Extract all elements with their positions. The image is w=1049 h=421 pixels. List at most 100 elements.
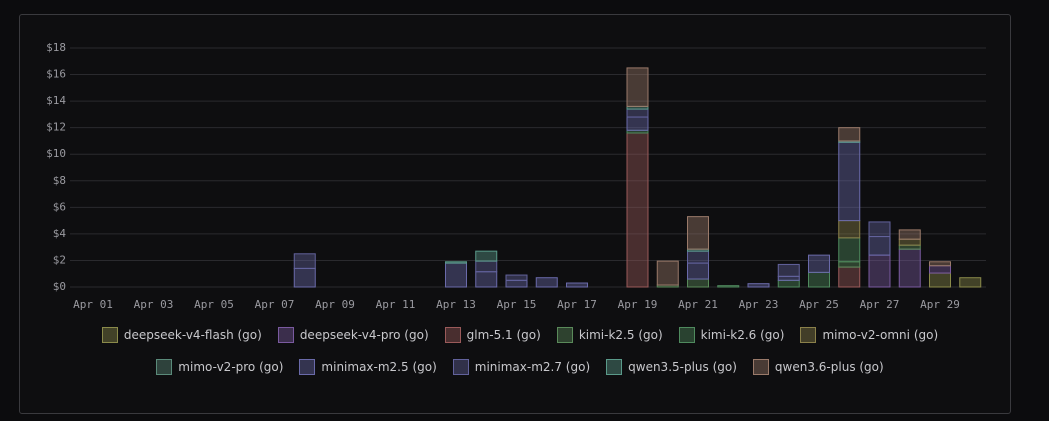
legend-swatch: [452, 359, 469, 375]
x-tick-label: Apr 09: [315, 298, 355, 311]
legend-item[interactable]: deepseek-v4-pro (go): [277, 326, 429, 344]
legend-label: mimo-v2-pro (go): [178, 360, 284, 374]
x-tick-label: Apr 17: [557, 298, 597, 311]
bar-segment: [898, 229, 921, 240]
bar-segment: [293, 253, 316, 269]
y-tick-label: $14: [46, 94, 66, 107]
y-tick-label: $6: [53, 200, 66, 213]
x-tick-label: Apr 07: [255, 298, 295, 311]
y-tick-label: $4: [53, 227, 67, 240]
x-tick-label: Apr 29: [920, 298, 960, 311]
legend-swatch: [101, 327, 118, 343]
legend-item[interactable]: deepseek-v4-flash (go): [101, 326, 262, 344]
legend-label: deepseek-v4-flash (go): [123, 328, 262, 342]
bar-segment: [687, 250, 709, 264]
legend-label: minimax-m2.5 (go): [321, 360, 437, 374]
legend-label: mimo-v2-omni (go): [822, 328, 939, 342]
bar-segment: [626, 116, 649, 131]
x-tick-label: Apr 23: [739, 298, 779, 311]
legend-swatch: [299, 359, 316, 375]
x-tick-label: Apr 13: [436, 298, 476, 311]
bar-segment: [838, 220, 861, 239]
bar-segment: [687, 262, 709, 280]
bar-segment: [475, 260, 498, 273]
x-tick-label: Apr 25: [799, 298, 839, 311]
bar-segment: [838, 237, 861, 263]
bar-segment: [898, 248, 921, 288]
legend-label: glm-5.1 (go): [466, 328, 541, 342]
bar-segment: [808, 254, 830, 273]
legend-item[interactable]: qwen3.5-plus (go): [606, 358, 737, 376]
bar-segment: [868, 236, 891, 256]
bar-segment: [838, 141, 861, 222]
legend-item[interactable]: glm-5.1 (go): [444, 326, 541, 344]
x-tick-label: Apr 01: [73, 298, 113, 311]
bar-segment: [687, 216, 709, 250]
bar-segment: [868, 221, 891, 238]
legend-item[interactable]: mimo-v2-omni (go): [800, 326, 938, 344]
bar-segment: [838, 261, 861, 268]
legend-swatch: [156, 359, 173, 375]
x-tick-label: Apr 27: [860, 298, 900, 311]
legend-label: minimax-m2.7 (go): [474, 360, 591, 374]
bar-segment: [626, 108, 649, 118]
bar-segment: [838, 266, 861, 288]
legend-item[interactable]: minimax-m2.5 (go): [299, 358, 437, 376]
bar-segment: [747, 283, 770, 288]
bar-segment: [929, 272, 951, 288]
legend-item[interactable]: kimi-k2.6 (go): [678, 326, 785, 344]
bar-segment: [445, 261, 467, 264]
legend-item[interactable]: qwen3.6-plus (go): [752, 358, 884, 376]
legend: deepseek-v4-flash (go) deepseek-v4-pro (g…: [60, 326, 980, 376]
chart-panel: [19, 14, 1011, 414]
bar-segment: [626, 132, 649, 288]
bar-segment: [777, 279, 800, 288]
bar-segment: [808, 271, 830, 288]
x-tick-label: Apr 19: [618, 298, 658, 311]
bar-segment: [505, 279, 528, 288]
legend-swatch: [444, 327, 461, 343]
y-tick-label: $12: [46, 121, 66, 134]
legend-label: kimi-k2.5 (go): [578, 328, 663, 342]
legend-label: kimi-k2.6 (go): [700, 328, 785, 342]
bar-segment: [777, 263, 800, 277]
bar-segment: [445, 262, 467, 288]
legend-label: qwen3.6-plus (go): [774, 360, 884, 374]
legend-swatch: [556, 327, 573, 343]
bar-segment: [626, 67, 649, 107]
x-tick-label: Apr 05: [194, 298, 234, 311]
y-tick-label: $16: [46, 68, 66, 81]
bar-segment: [959, 277, 982, 288]
bar-segment: [535, 277, 558, 288]
legend-label: deepseek-v4-pro (go): [299, 328, 429, 342]
y-tick-label: $18: [46, 41, 66, 54]
bar-segment: [687, 278, 709, 288]
bar-segment: [717, 285, 740, 288]
x-tick-label: Apr 03: [134, 298, 174, 311]
bar-segment: [505, 274, 528, 281]
bar-segment: [868, 254, 891, 288]
legend-item[interactable]: mimo-v2-pro (go): [156, 358, 283, 376]
legend-swatch: [678, 327, 695, 343]
y-tick-label: $8: [53, 174, 66, 187]
x-tick-label: Apr 21: [678, 298, 718, 311]
bar-segment: [898, 244, 921, 250]
y-tick-label: $10: [46, 147, 66, 160]
bar-segment: [898, 238, 921, 246]
legend-item[interactable]: minimax-m2.7 (go): [452, 358, 591, 376]
legend-swatch: [277, 327, 294, 343]
bar-segment: [656, 260, 679, 286]
bar-segment: [566, 282, 588, 288]
x-tick-label: Apr 15: [497, 298, 537, 311]
bar-segment: [293, 267, 316, 288]
bar-segment: [929, 261, 951, 267]
x-tick-label: Apr 11: [376, 298, 416, 311]
legend-swatch: [606, 359, 623, 375]
y-tick-label: $0: [53, 280, 66, 293]
legend-item[interactable]: kimi-k2.5 (go): [556, 326, 663, 344]
bar-segment: [929, 265, 951, 274]
bar-segment: [475, 271, 498, 288]
legend-label: qwen3.5-plus (go): [628, 360, 737, 374]
